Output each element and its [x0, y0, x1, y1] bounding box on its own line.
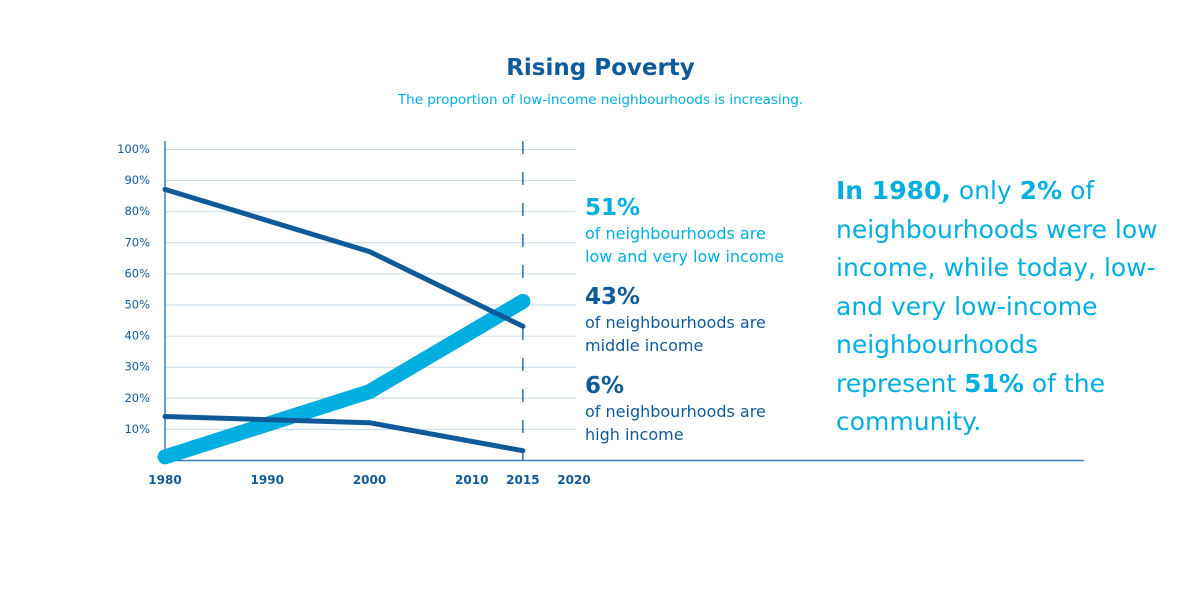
summary-part-4: 51% [964, 368, 1024, 398]
summary-part-2: 2% [1019, 176, 1063, 205]
y-tick-label: 60% [124, 266, 150, 280]
y-axis-tick-labels: 10% 20% 30% 40% 50% 60% 70% 80% 90% 100% [117, 142, 150, 436]
callout-low-income: 51% of neighbourhoods are low and very l… [585, 194, 784, 268]
x-tick-label: 1990 [251, 473, 284, 487]
gridlines [165, 149, 576, 430]
y-tick-label: 20% [124, 391, 150, 405]
x-tick-label: 1980 [148, 473, 181, 487]
series-lines [157, 186, 531, 465]
callout-low-value: 51% [585, 195, 641, 221]
callout-mid-value: 43% [585, 284, 641, 310]
y-tick-label: 50% [124, 298, 150, 312]
callout-low-line2: low and very low income [585, 247, 785, 266]
summary-part-0: In 1980, [836, 176, 951, 205]
series-line-low-and-very-low-income [157, 293, 531, 465]
y-tick-label: 10% [124, 422, 150, 436]
y-tick-label: 40% [124, 329, 150, 343]
callout-low-line1: of neighbourhoods are [585, 224, 766, 243]
series-line-middle-income [162, 186, 526, 329]
summary-part-3: of neighbourhoods were low income, while… [836, 176, 1158, 398]
x-axis-tick-labels: 1980 1990 2000 2010 2015 2020 [148, 473, 590, 487]
callout-high-line1: of neighbourhoods are [585, 402, 766, 421]
x-tick-label: 2020 [557, 473, 590, 487]
callout-middle-income: 43% of neighbourhoods are middle income [585, 283, 766, 357]
summary-part-5: of the community. [836, 368, 1105, 437]
y-tick-label: 100% [117, 142, 150, 156]
y-tick-label: 90% [124, 173, 150, 187]
y-tick-label: 70% [124, 235, 150, 249]
callout-high-income: 6% of neighbourhoods are high income [585, 372, 766, 446]
y-tick-label: 80% [124, 204, 150, 218]
x-tick-label: 2015 [506, 473, 539, 487]
summary-text: In 1980, only 2% of neighbourhoods were … [836, 172, 1166, 442]
callout-mid-line2: middle income [585, 336, 704, 355]
y-tick-label: 30% [124, 360, 150, 374]
x-tick-label: 2000 [353, 473, 386, 487]
callout-mid-line1: of neighbourhoods are [585, 313, 766, 332]
callout-high-line2: high income [585, 425, 684, 444]
callout-high-value: 6% [585, 373, 625, 399]
series-line-high-income [162, 414, 526, 454]
chart-title: Rising Poverty [506, 55, 695, 81]
chart-subtitle: The proportion of low-income neighbourho… [397, 92, 804, 108]
summary-part-1: only [950, 176, 1020, 205]
x-tick-label: 2010 [455, 473, 488, 487]
